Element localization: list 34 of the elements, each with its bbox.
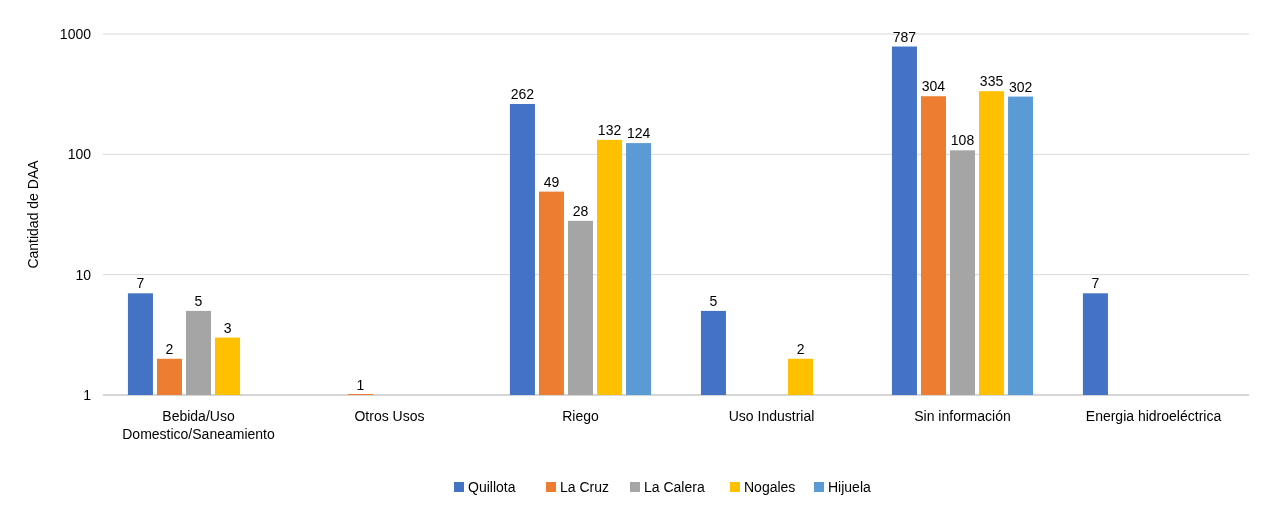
y-tick-label: 100 <box>67 146 92 163</box>
data-label: 7 <box>1091 275 1100 292</box>
y-axis-title: Cantidad de DAA <box>25 159 41 269</box>
data-label: 7 <box>136 275 145 292</box>
data-label: 3 <box>223 319 232 336</box>
data-label: 304 <box>921 78 946 95</box>
x-tick-label: Sin información <box>914 408 1011 424</box>
data-label: 108 <box>950 132 975 149</box>
data-label: 132 <box>597 121 622 138</box>
data-label: 28 <box>572 202 589 219</box>
legend-label: La Calera <box>644 478 705 495</box>
y-tick-label: 1000 <box>59 25 92 42</box>
legend-label: Quillota <box>468 478 516 495</box>
data-label: 5 <box>709 292 718 309</box>
x-tick-label: Uso Industrial <box>728 408 815 424</box>
data-label: 787 <box>892 28 917 45</box>
legend-label: Hijuela <box>828 478 872 495</box>
y-tick-label: 10 <box>75 266 92 283</box>
data-label: 5 <box>194 292 203 309</box>
data-label: 335 <box>979 73 1004 90</box>
data-label: 49 <box>543 173 560 190</box>
x-tick-label: Bebida/Uso Domestico/Saneamiento <box>122 408 275 442</box>
data-label: 302 <box>1008 78 1033 95</box>
legend-label: Nogales <box>744 478 796 495</box>
y-tick-label: 1 <box>83 386 92 403</box>
x-tick-label: Otros Usos <box>354 408 425 424</box>
data-label: 124 <box>626 125 651 142</box>
data-label: 2 <box>165 340 174 357</box>
data-label: 1 <box>356 377 365 393</box>
data-label: 2 <box>796 340 805 357</box>
data-label: 262 <box>510 86 535 102</box>
x-tick-label: Energia hidroeléctrica <box>1085 408 1222 424</box>
x-tick-label: Riego <box>562 408 599 424</box>
legend-label: La Cruz <box>560 478 610 495</box>
